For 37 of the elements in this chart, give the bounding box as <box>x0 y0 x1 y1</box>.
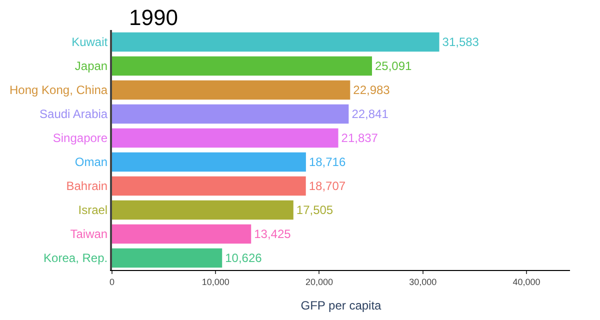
data-label: 21,837 <box>341 131 378 145</box>
y-tick-label: Japan <box>74 59 108 74</box>
data-label: 22,841 <box>352 107 389 121</box>
y-tick-label: Taiwan <box>70 227 108 242</box>
x-tick-label: 20,000 <box>305 276 334 287</box>
bar <box>112 224 252 244</box>
y-tick-label: Hong Kong, China <box>10 83 108 98</box>
bar <box>112 176 306 196</box>
y-tick-label: Bahrain <box>66 179 108 194</box>
data-label: 10,626 <box>225 251 262 265</box>
x-tick-label: 40,000 <box>512 276 540 287</box>
bar <box>112 104 349 124</box>
data-label: 18,716 <box>308 155 346 169</box>
bar <box>112 56 372 76</box>
y-tick-label: Saudi Arabia <box>40 107 108 122</box>
y-tick-label: Singapore <box>52 131 108 146</box>
y-tick-label: Oman <box>74 155 108 170</box>
data-label: 13,425 <box>254 227 292 241</box>
y-tick-label: Korea, Rep. <box>44 251 108 266</box>
bar <box>112 32 440 52</box>
data-label: 31,583 <box>442 35 480 49</box>
data-label: 22,983 <box>353 83 390 97</box>
data-label: 25,091 <box>374 59 412 73</box>
bar <box>112 248 222 268</box>
bar <box>112 200 294 220</box>
x-axis-title: GFP per capita <box>300 298 382 313</box>
y-tick-label: Kuwait <box>72 35 108 50</box>
x-tick-label: 10,000 <box>202 276 230 287</box>
x-tick-label: 30,000 <box>409 276 437 287</box>
y-tick-label: Israel <box>78 203 108 218</box>
bar <box>112 152 306 172</box>
data-label: 17,505 <box>296 203 334 217</box>
x-tick-label: 0 <box>109 276 115 287</box>
bar <box>112 80 350 100</box>
chart-title: 1990 <box>129 5 178 30</box>
bar <box>112 128 338 148</box>
data-label: 18,707 <box>308 179 346 193</box>
